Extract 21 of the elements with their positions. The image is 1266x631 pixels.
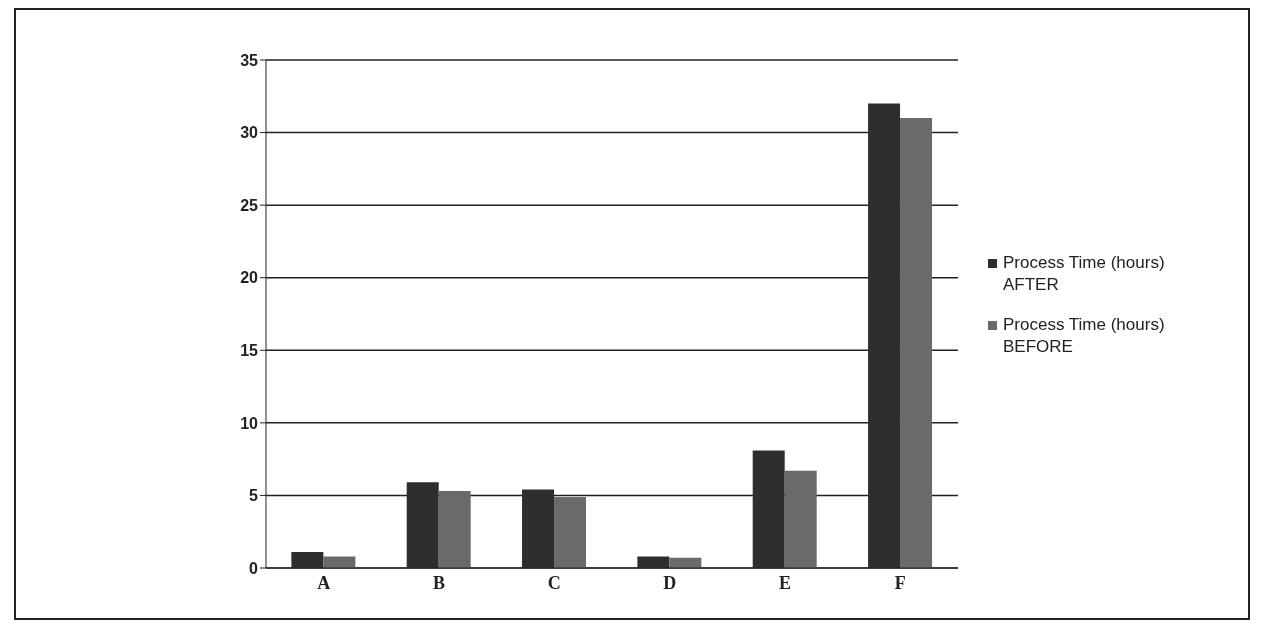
bar [784,470,817,568]
x-tick-label: F [894,572,906,593]
x-tick-label: A [317,572,331,593]
bar [438,491,471,568]
bar [554,496,587,568]
x-tick-label: B [432,572,446,593]
legend-label: Process Time (hours) AFTER [1003,252,1166,296]
y-tick-label: 35 [240,51,259,69]
bar [323,556,356,568]
y-tick-label: 30 [240,124,259,142]
legend-label: Process Time (hours) BEFORE [1003,314,1166,358]
y-tick-label: 25 [240,196,259,214]
y-tick-label: 5 [249,487,259,505]
x-tick-label: D [663,572,677,593]
x-tick-label: E [778,572,792,593]
y-tick-label: 15 [240,341,259,359]
y-tick-label: 0 [249,559,259,577]
bar [900,118,933,568]
y-tick-label: 20 [240,269,259,287]
y-tick-label: 10 [240,414,259,432]
x-tick-label: C [547,572,561,593]
